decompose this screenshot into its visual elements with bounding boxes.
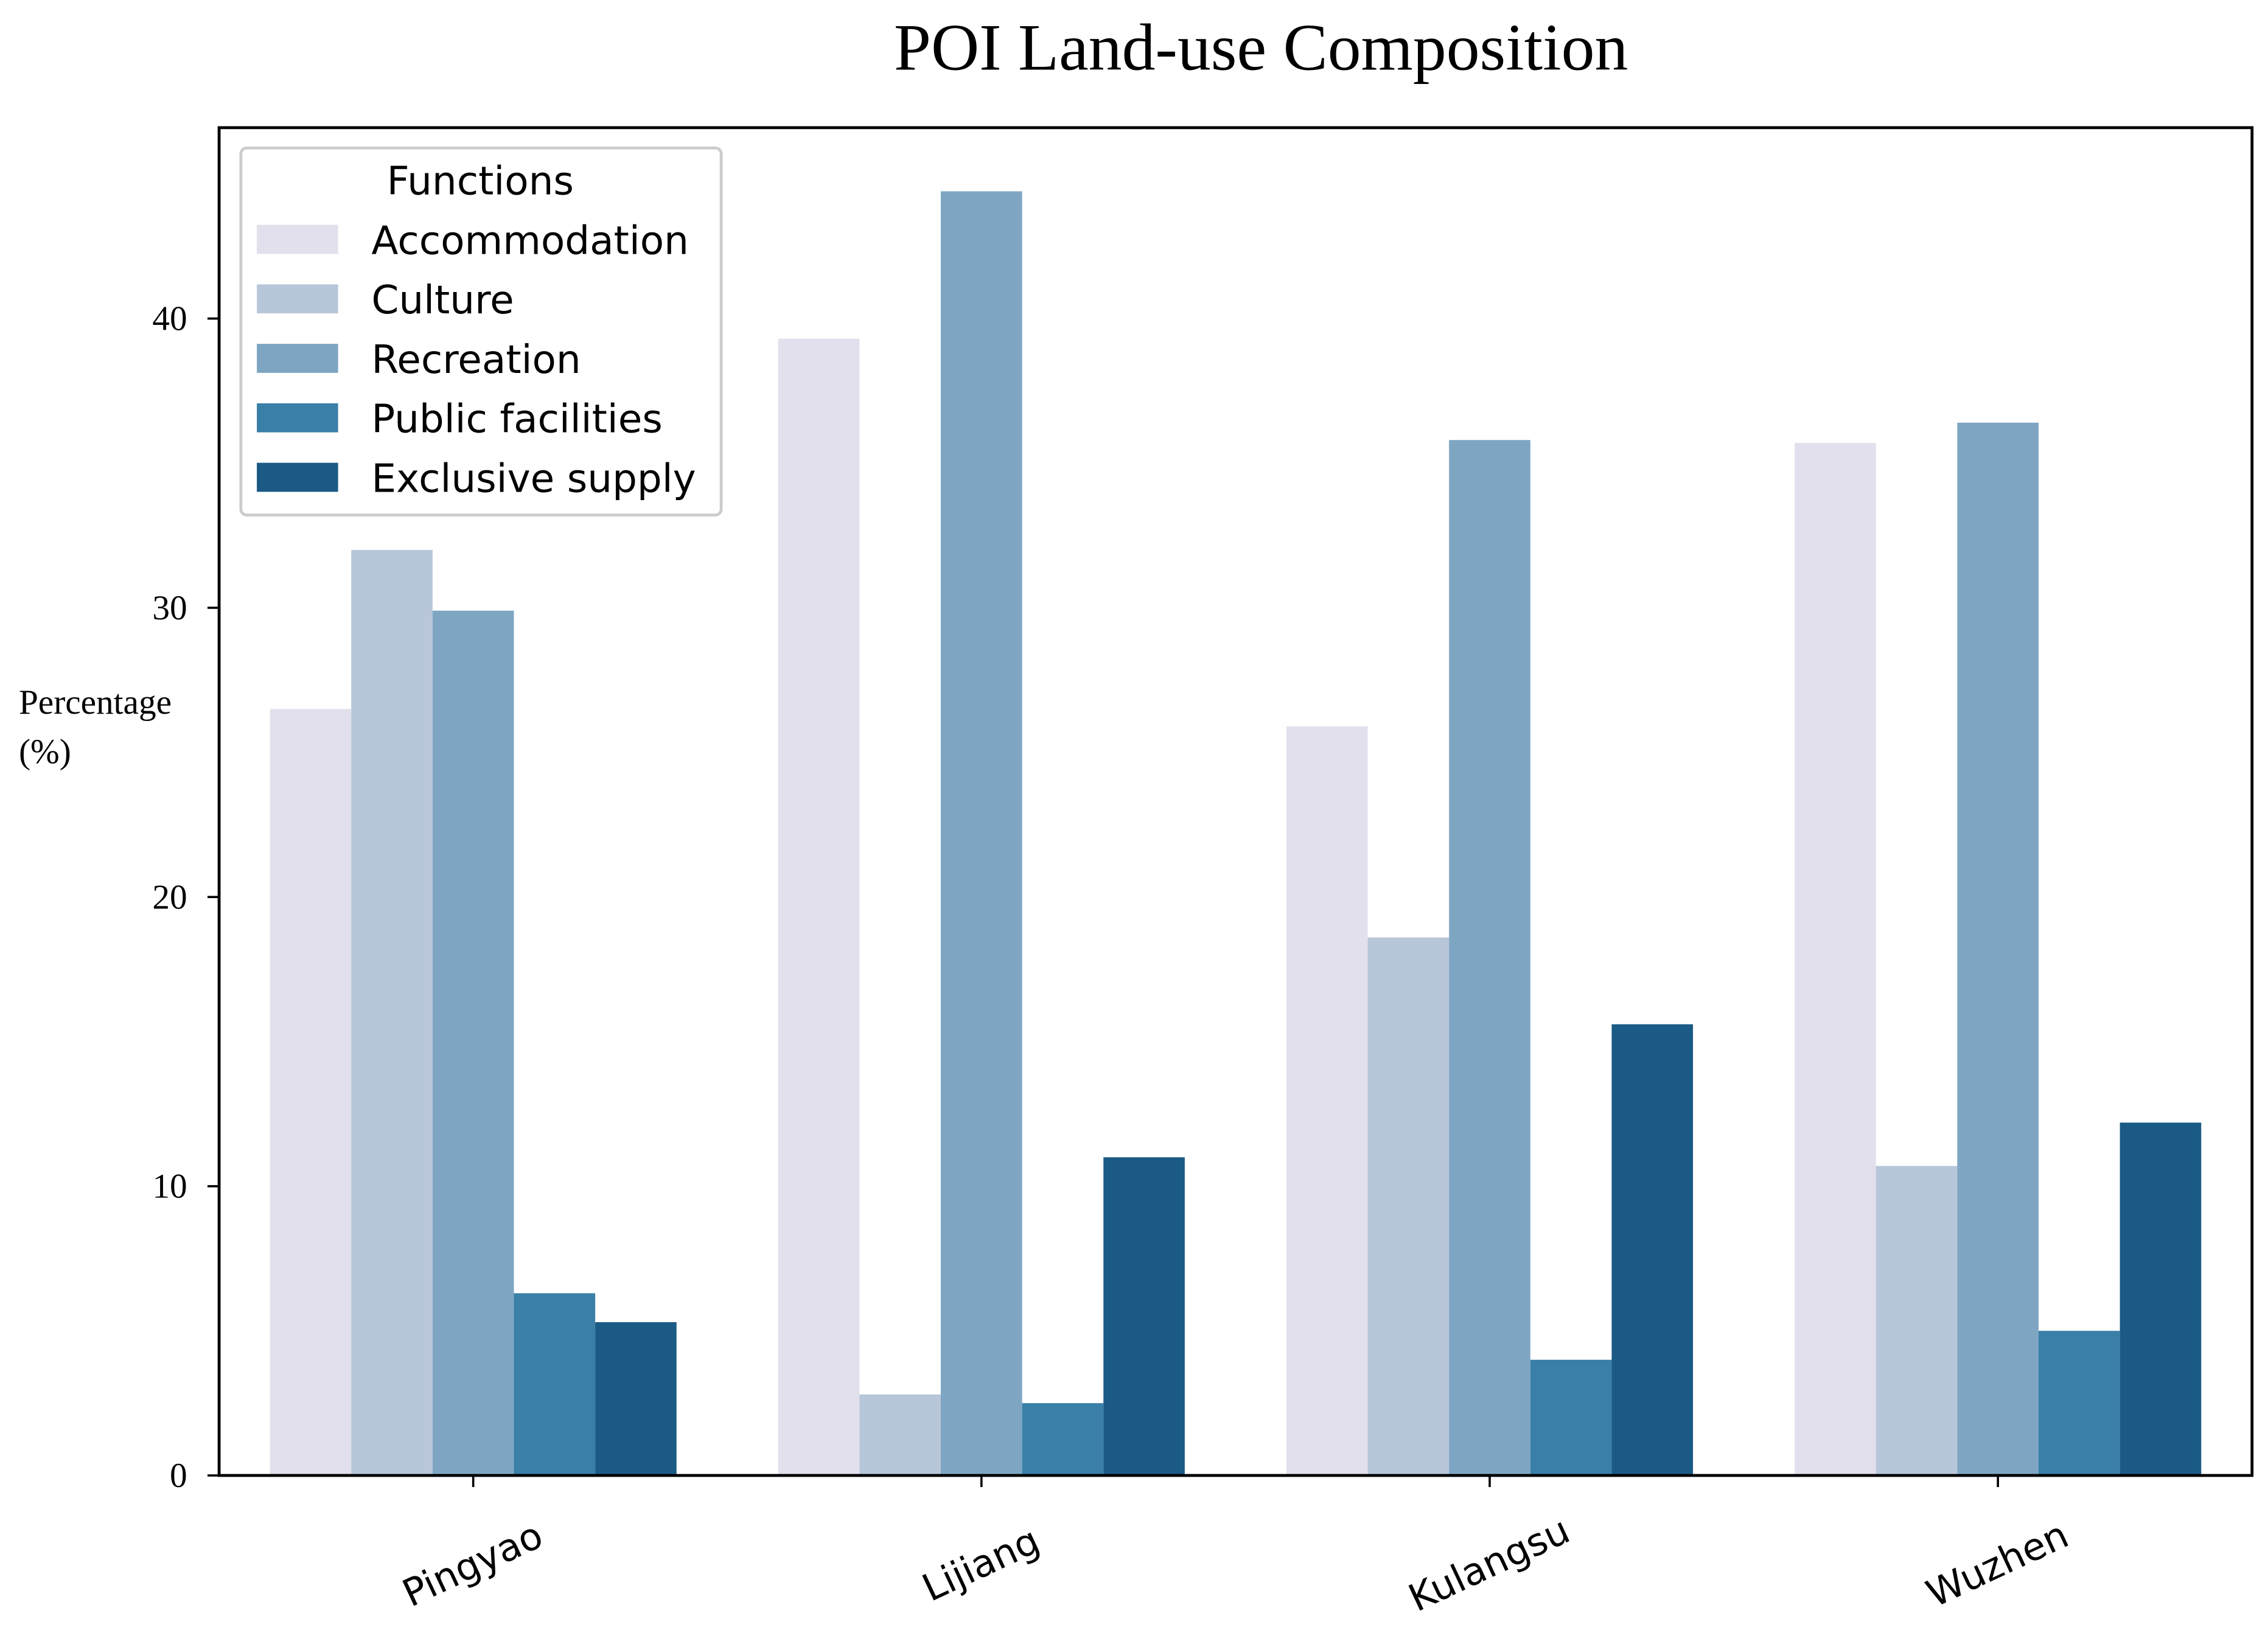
bar: [595, 1322, 677, 1476]
legend-title: Functions: [387, 159, 574, 204]
bar: [1103, 1157, 1185, 1476]
y-tick-label: 40: [152, 300, 187, 338]
legend: Functions Accommodation Culture Recreation P…: [239, 146, 723, 517]
bar: [1286, 726, 1368, 1476]
legend-label: Culture: [371, 277, 514, 323]
bar: [1449, 440, 1530, 1476]
legend-box: [239, 146, 723, 517]
y-axis-label: (%): [19, 733, 71, 771]
legend-label: Recreation: [371, 337, 581, 383]
legend-label: Exclusive supply: [371, 456, 696, 501]
y-tick-label: 10: [152, 1168, 187, 1206]
legend-swatch: [257, 225, 338, 254]
bar: [1875, 1166, 1958, 1476]
y-tick-label: 0: [170, 1457, 187, 1495]
x-tick-label: Wuzhen: [1920, 1512, 2075, 1616]
bar: [2120, 1123, 2202, 1476]
bar: [859, 1394, 941, 1476]
legend-swatch: [257, 403, 338, 433]
x-tick-label: Pingyao: [396, 1513, 549, 1615]
y-axis-label: Percentage: [19, 683, 172, 722]
bar: [941, 191, 1022, 1476]
bar: [432, 610, 514, 1476]
x-tick-label: Lijiang: [915, 1518, 1046, 1610]
bar: [1795, 442, 1876, 1476]
bar: [1367, 937, 1450, 1476]
legend-swatch: [257, 284, 338, 314]
chart-title: POI Land-use Composition: [894, 10, 1628, 84]
legend-swatch: [257, 462, 338, 492]
bar: [514, 1293, 596, 1476]
y-tick-label: 30: [152, 589, 187, 627]
bar: [1022, 1403, 1104, 1476]
bar: [270, 709, 352, 1476]
legend-label: Accommodation: [371, 218, 689, 263]
bar: [1530, 1359, 1612, 1476]
bar: [1611, 1024, 1694, 1476]
y-tick-label: 20: [152, 878, 187, 916]
bar: [351, 549, 433, 1476]
plot-frame: [217, 126, 2254, 1477]
bar: [778, 338, 860, 1476]
legend-swatch: [257, 344, 338, 373]
x-tick-label: Kulangsu: [1402, 1508, 1577, 1620]
bar: [1957, 422, 2039, 1476]
bar: [2038, 1331, 2120, 1476]
legend-label: Public facilities: [371, 397, 662, 442]
